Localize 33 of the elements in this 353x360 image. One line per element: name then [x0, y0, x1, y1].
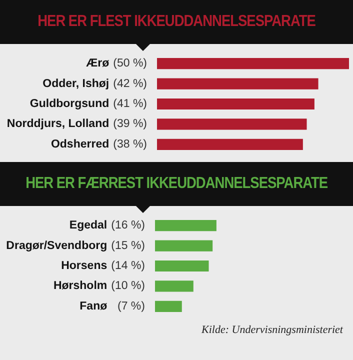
data-label: (7 %): [118, 300, 146, 312]
bar: [157, 98, 314, 110]
y-tick-label: Odsherred: [50, 138, 110, 150]
data-label: (39 %): [113, 118, 148, 130]
text: Kilde: Undervisningsministeriet: [200, 324, 344, 336]
bar: [157, 58, 349, 70]
bar: [157, 138, 303, 150]
chart-title: HER ER FLEST IKKEUDDANNELSESPARATE: [38, 13, 316, 31]
data-label: (41 %): [113, 98, 148, 110]
y-tick-label: Fanø: [80, 300, 108, 312]
data-label: (14 %): [111, 260, 146, 272]
bar: [155, 240, 213, 252]
y-tick-label: Ærø: [86, 58, 110, 70]
chart-title: HER ER FÆRREST IKKEUDDANNELSESPARATE: [25, 175, 328, 193]
bar: [155, 300, 182, 312]
y-tick-label: Horsens: [61, 260, 108, 272]
data-label: (50 %): [113, 58, 148, 70]
y-tick-label: Egedal: [69, 220, 108, 232]
data-label: (16 %): [111, 220, 146, 232]
y-tick-label: Odder, Ishøj: [42, 78, 110, 90]
data-label: (42 %): [113, 78, 148, 90]
y-tick-label: Dragør/Svendborg: [6, 240, 108, 252]
bar: [155, 260, 209, 272]
data-label: (38 %): [113, 138, 148, 150]
y-tick-label: Norddjurs, Lolland: [6, 118, 110, 130]
bar: [157, 78, 318, 90]
bar: [157, 118, 307, 130]
data-label: (15 %): [111, 240, 146, 252]
data-label: (10 %): [111, 280, 146, 292]
bar: [155, 220, 216, 232]
y-tick-label: Hørsholm: [53, 280, 108, 292]
bar: [155, 280, 194, 292]
y-tick-label: Guldborgsund: [30, 98, 110, 110]
